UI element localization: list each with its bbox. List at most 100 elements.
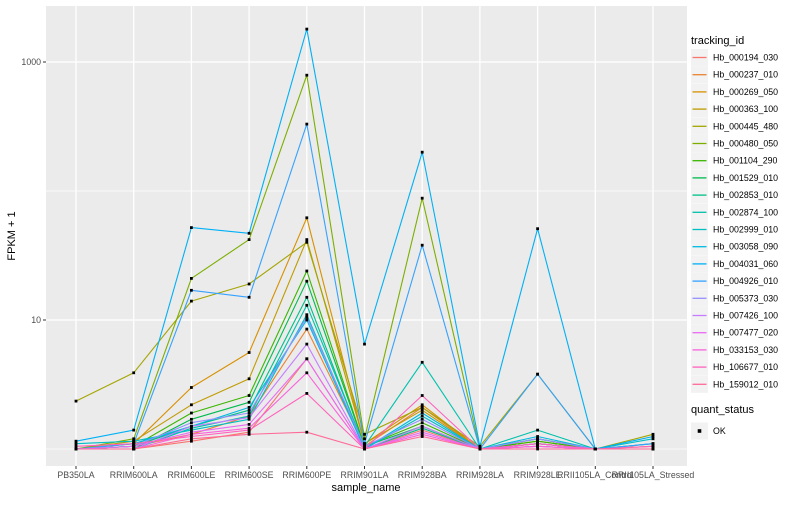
legend-item: Hb_007426_100 bbox=[691, 307, 778, 324]
data-point bbox=[190, 386, 193, 389]
data-point bbox=[478, 444, 482, 448]
data-point bbox=[190, 421, 193, 425]
data-point bbox=[305, 392, 309, 395]
data-point bbox=[363, 432, 366, 436]
data-point bbox=[190, 435, 193, 438]
data-point bbox=[190, 430, 193, 434]
y-tick-label: 1000 bbox=[21, 57, 41, 67]
data-point bbox=[420, 411, 424, 415]
legend-label: Hb_001104_290 bbox=[713, 156, 778, 166]
data-point bbox=[305, 313, 309, 317]
legend-item: Hb_000480_050 bbox=[691, 135, 778, 152]
data-point bbox=[305, 122, 309, 126]
legend-title-tracking-id: tracking_id bbox=[691, 35, 744, 47]
axis-tick-marks bbox=[43, 61, 654, 469]
data-point bbox=[247, 231, 251, 235]
data-point bbox=[420, 414, 424, 418]
data-point bbox=[536, 444, 539, 448]
data-point bbox=[363, 444, 366, 448]
legend-item: Hb_002874_100 bbox=[691, 203, 778, 221]
data-point bbox=[190, 424, 193, 428]
data-point bbox=[305, 279, 309, 283]
data-point bbox=[420, 417, 424, 421]
legend-title-quant-status: quant_status bbox=[691, 404, 754, 416]
data-point bbox=[536, 437, 539, 441]
data-point bbox=[132, 444, 136, 448]
data-point bbox=[420, 426, 424, 430]
legend-item: Hb_007477_020 bbox=[691, 324, 778, 342]
data-point bbox=[190, 428, 193, 432]
data-point bbox=[651, 447, 655, 451]
data-point bbox=[593, 447, 597, 451]
legend-item: Hb_003058_090 bbox=[691, 238, 778, 256]
x-tick-label: RRIM600LE bbox=[167, 470, 215, 480]
y-axis-title: FPKM + 1 bbox=[6, 211, 18, 260]
data-point bbox=[420, 394, 424, 397]
data-point bbox=[132, 442, 136, 446]
data-point bbox=[190, 432, 193, 436]
data-point bbox=[305, 327, 309, 331]
data-point bbox=[247, 282, 251, 286]
data-point bbox=[363, 437, 366, 441]
data-point bbox=[247, 406, 251, 409]
data-point bbox=[651, 444, 655, 448]
data-point bbox=[247, 377, 251, 381]
data-point bbox=[132, 428, 136, 432]
data-point bbox=[420, 406, 424, 409]
x-tick-label: RRII105LA_Control bbox=[557, 470, 633, 480]
x-tick-label: RRIM600SE bbox=[225, 470, 274, 480]
data-point bbox=[363, 342, 366, 346]
data-point bbox=[363, 447, 366, 451]
data-point bbox=[132, 439, 136, 443]
legend-item: Hb_106677_010 bbox=[691, 358, 778, 376]
x-tick-label: RRIM600PE bbox=[282, 470, 331, 480]
data-point bbox=[132, 447, 136, 451]
legend-quant-status: OK bbox=[691, 422, 726, 440]
data-point bbox=[247, 432, 251, 436]
data-point bbox=[420, 403, 424, 407]
data-point bbox=[247, 411, 251, 415]
legend-label: Hb_004031_060 bbox=[713, 259, 778, 269]
legend-label: Hb_106677_010 bbox=[713, 362, 778, 372]
data-point bbox=[305, 295, 309, 299]
data-point bbox=[420, 430, 424, 434]
x-tick-label: RRIM928LA bbox=[456, 470, 504, 480]
x-tick-label: RRIM901LA bbox=[341, 470, 389, 480]
data-point bbox=[420, 428, 424, 432]
data-point bbox=[247, 394, 251, 397]
data-point bbox=[190, 426, 193, 430]
legend-label: Hb_003058_090 bbox=[713, 242, 778, 252]
data-point bbox=[420, 360, 424, 364]
data-point bbox=[190, 417, 193, 421]
data-point bbox=[651, 435, 655, 438]
x-axis-title: sample_name bbox=[331, 482, 400, 494]
legend-label: Hb_005373_030 bbox=[713, 293, 778, 303]
data-point bbox=[190, 439, 193, 443]
legend-label: Hb_159012_010 bbox=[713, 379, 778, 389]
series-points bbox=[74, 27, 655, 451]
data-point bbox=[247, 430, 251, 434]
y-tick-label: 10 bbox=[31, 315, 41, 325]
legend-label: Hb_033153_030 bbox=[713, 345, 778, 355]
legend-item: Hb_000194_030 bbox=[691, 49, 778, 66]
data-point bbox=[305, 342, 309, 346]
data-point bbox=[247, 428, 251, 432]
legend-item: Hb_001104_290 bbox=[691, 152, 778, 170]
data-point bbox=[536, 372, 539, 376]
data-point bbox=[536, 227, 539, 231]
data-point bbox=[420, 435, 424, 438]
legend-item: OK bbox=[691, 422, 726, 440]
data-point bbox=[74, 444, 78, 448]
data-point bbox=[74, 439, 78, 443]
data-point bbox=[305, 318, 309, 322]
data-point bbox=[305, 357, 309, 361]
legend-item: Hb_002853_010 bbox=[691, 186, 778, 204]
data-point bbox=[247, 238, 251, 241]
legend-label: Hb_007477_020 bbox=[713, 328, 778, 338]
data-point bbox=[420, 421, 424, 425]
data-point bbox=[305, 216, 309, 220]
y-axis-tick-labels: 10 1000 bbox=[21, 57, 41, 325]
data-point bbox=[305, 240, 309, 244]
data-point bbox=[305, 27, 309, 31]
